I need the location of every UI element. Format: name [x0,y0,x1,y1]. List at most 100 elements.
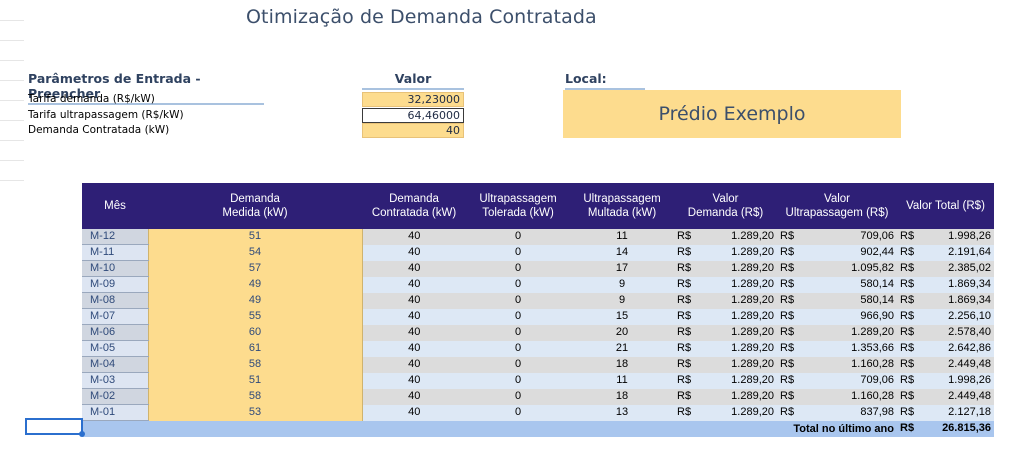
cell-valor-ultrapassagem[interactable]: 1.289,20 [811,324,897,341]
cell-ultrapassagem-multada[interactable]: 21 [570,340,674,357]
cell-mes[interactable]: M-03 [82,372,148,390]
cell-valor-demanda[interactable]: 1.289,20 [703,388,777,405]
cell-currency[interactable]: R$ [777,372,812,389]
cell-currency[interactable]: R$ [674,356,704,373]
cell-ultrapassagem-tolerada[interactable]: 0 [466,340,570,357]
cell-currency[interactable]: R$ [777,276,812,293]
cell-ultrapassagem-tolerada[interactable]: 0 [466,388,570,405]
cell-currency[interactable]: R$ [674,292,704,309]
cell-valor-total[interactable]: 2.385,02 [922,260,994,277]
cell-mes[interactable]: M-05 [82,340,148,358]
demanda-contratada-input[interactable]: 40 [362,123,464,138]
cell-currency[interactable]: R$ [897,356,923,373]
cell-currency[interactable]: R$ [674,324,704,341]
cell-demanda-medida[interactable]: 49 [147,276,363,293]
cell-valor-demanda[interactable]: 1.289,20 [703,229,777,245]
cell-ultrapassagem-multada[interactable]: 18 [570,356,674,373]
cell-demanda-contratada[interactable]: 40 [362,340,466,357]
cell-currency[interactable]: R$ [897,404,923,421]
cell-ultrapassagem-tolerada[interactable]: 0 [466,324,570,341]
cell-valor-total[interactable]: 2.449,48 [922,388,994,405]
cell-ultrapassagem-multada[interactable]: 18 [570,388,674,405]
cell-demanda-contratada[interactable]: 40 [362,244,466,261]
cell-currency[interactable]: R$ [897,260,923,277]
tarifa-demanda-input[interactable]: 32,23000 [362,92,464,107]
cell-mes[interactable]: M-01 [82,404,148,422]
cell-valor-demanda[interactable]: 1.289,20 [703,292,777,309]
cell-ultrapassagem-multada[interactable]: 13 [570,404,674,421]
cell-ultrapassagem-multada[interactable]: 11 [570,372,674,389]
cell-valor-ultrapassagem[interactable]: 902,44 [811,244,897,261]
cell-currency[interactable]: R$ [897,340,923,357]
cell-currency[interactable]: R$ [897,372,923,389]
cell-currency[interactable]: R$ [674,372,704,389]
cell-valor-total[interactable]: 1.869,34 [922,292,994,309]
cell-valor-demanda[interactable]: 1.289,20 [703,260,777,277]
cell-currency[interactable]: R$ [674,308,704,325]
cell-mes[interactable]: M-08 [82,292,148,310]
cell-valor-ultrapassagem[interactable]: 709,06 [811,229,897,245]
cell-demanda-medida[interactable]: 58 [147,356,363,373]
cell-currency[interactable]: R$ [777,404,812,421]
cell-currency[interactable]: R$ [777,229,812,245]
cell-demanda-medida[interactable]: 61 [147,340,363,357]
cell-valor-total[interactable]: 1.998,26 [922,229,994,245]
cell-valor-demanda[interactable]: 1.289,20 [703,324,777,341]
cell-currency[interactable]: R$ [674,340,704,357]
cell-valor-ultrapassagem[interactable]: 709,06 [811,372,897,389]
cell-demanda-contratada[interactable]: 40 [362,324,466,341]
cell-currency[interactable]: R$ [897,308,923,325]
selected-cell[interactable] [25,418,83,435]
cell-valor-total[interactable]: 2.642,86 [922,340,994,357]
cell-valor-demanda[interactable]: 1.289,20 [703,356,777,373]
cell-demanda-medida[interactable]: 60 [147,324,363,341]
cell-ultrapassagem-multada[interactable]: 14 [570,244,674,261]
cell-valor-total[interactable]: 1.869,34 [922,276,994,293]
cell-demanda-contratada[interactable]: 40 [362,388,466,405]
cell-currency[interactable]: R$ [897,276,923,293]
cell-ultrapassagem-tolerada[interactable]: 0 [466,276,570,293]
cell-mes[interactable]: M-09 [82,276,148,294]
cell-currency[interactable]: R$ [777,356,812,373]
cell-mes[interactable]: M-07 [82,308,148,326]
cell-valor-ultrapassagem[interactable]: 1.160,28 [811,388,897,405]
fill-handle[interactable] [79,431,85,437]
cell-currency[interactable]: R$ [777,260,812,277]
cell-currency[interactable]: R$ [897,292,923,309]
cell-currency[interactable]: R$ [674,260,704,277]
cell-valor-demanda[interactable]: 1.289,20 [703,372,777,389]
tarifa-ultrapassagem-input[interactable]: 64,46000 [362,108,464,123]
cell-ultrapassagem-tolerada[interactable]: 0 [466,356,570,373]
cell-demanda-medida[interactable]: 51 [147,229,363,245]
cell-currency[interactable]: R$ [777,292,812,309]
cell-valor-demanda[interactable]: 1.289,20 [703,340,777,357]
cell-currency[interactable]: R$ [897,244,923,261]
cell-demanda-contratada[interactable]: 40 [362,276,466,293]
cell-valor-total[interactable]: 2.449,48 [922,356,994,373]
cell-valor-total[interactable]: 2.191,64 [922,244,994,261]
cell-currency[interactable]: R$ [897,388,923,405]
cell-ultrapassagem-tolerada[interactable]: 0 [466,404,570,421]
cell-valor-ultrapassagem[interactable]: 1.353,66 [811,340,897,357]
cell-mes[interactable]: M-04 [82,356,148,374]
cell-ultrapassagem-tolerada[interactable]: 0 [466,308,570,325]
cell-ultrapassagem-multada[interactable]: 11 [570,229,674,245]
cell-ultrapassagem-multada[interactable]: 20 [570,324,674,341]
cell-currency[interactable]: R$ [897,324,923,341]
cell-ultrapassagem-multada[interactable]: 17 [570,260,674,277]
cell-demanda-medida[interactable]: 51 [147,372,363,389]
cell-currency[interactable]: R$ [777,388,812,405]
cell-valor-total[interactable]: 2.256,10 [922,308,994,325]
cell-ultrapassagem-multada[interactable]: 9 [570,276,674,293]
cell-ultrapassagem-multada[interactable]: 9 [570,292,674,309]
cell-demanda-contratada[interactable]: 40 [362,372,466,389]
cell-valor-total[interactable]: 2.578,40 [922,324,994,341]
cell-valor-ultrapassagem[interactable]: 580,14 [811,292,897,309]
cell-currency[interactable]: R$ [777,308,812,325]
cell-currency[interactable]: R$ [777,244,812,261]
cell-demanda-medida[interactable]: 57 [147,260,363,277]
cell-ultrapassagem-tolerada[interactable]: 0 [466,244,570,261]
cell-demanda-medida[interactable]: 53 [147,404,363,421]
cell-currency[interactable]: R$ [777,324,812,341]
cell-demanda-medida[interactable]: 55 [147,308,363,325]
